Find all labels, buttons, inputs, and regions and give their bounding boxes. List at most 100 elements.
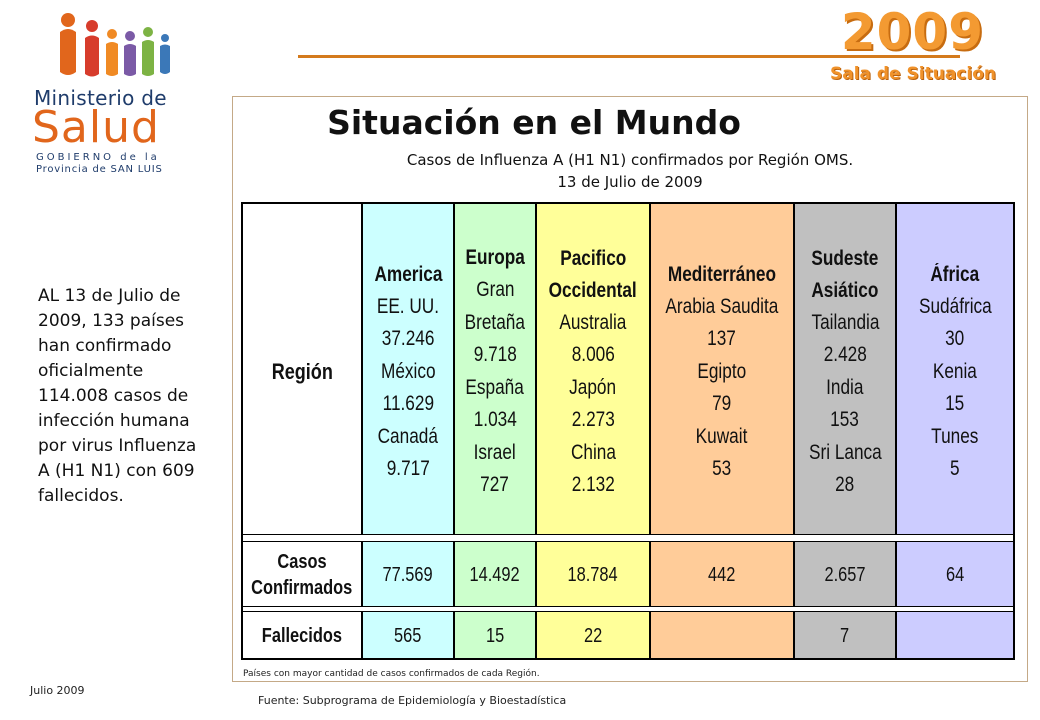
- region-country-line: 8.006: [571, 343, 615, 366]
- footer-source: Fuente: Subprograma de Epidemiología y B…: [258, 694, 567, 707]
- people-logo-icon: [60, 13, 170, 77]
- fallecidos-cell-sudeste: 7: [795, 612, 897, 658]
- region-name-line: Occidental: [548, 278, 638, 302]
- region-country-line: EE. UU.: [376, 294, 440, 318]
- region-name-line: África: [930, 262, 980, 286]
- region-name-line: Mediterráneo: [667, 262, 777, 286]
- cases-table: Región America EE. UU. 37.246 México 11.629 C…: [241, 202, 1015, 660]
- region-country-line: Bretaña: [464, 310, 526, 334]
- casos-cell-africa: 64: [897, 542, 1013, 606]
- slide-subtitle: Casos de Influenza A (H1 N1) confirmados…: [233, 149, 1027, 193]
- logo-gobierno-text: GOBIERNO de la: [36, 152, 160, 163]
- table-spacer: [243, 534, 1013, 542]
- region-cell-mediterraneo: Mediterráneo Arabia Saudita 137 Egipto 79 Kuw…: [651, 204, 795, 534]
- table-row-casos: Casos Confirmados 77.569 14.492 18.784 4…: [243, 542, 1013, 606]
- fallecidos-value: 15: [485, 624, 505, 647]
- footer-date: Julio 2009: [30, 684, 85, 697]
- casos-value: 2.657: [824, 563, 866, 586]
- region-header-label: Región: [271, 359, 333, 384]
- region-country-line: México: [380, 359, 436, 383]
- region-country-line: Sri Lanca: [808, 440, 882, 464]
- header-divider: [298, 55, 960, 58]
- region-country-line: 37.246: [381, 327, 435, 350]
- region-country-line: 2.273: [571, 408, 615, 431]
- region-country-line: Canadá: [377, 424, 439, 448]
- region-name-line: Asiático: [811, 278, 879, 302]
- casos-value: 64: [945, 563, 965, 586]
- region-country-line: Egipto: [697, 359, 747, 383]
- casos-value: 77.569: [382, 563, 434, 586]
- casos-value: 18.784: [567, 563, 619, 586]
- region-name-line: Europa: [465, 246, 525, 270]
- region-cell-pacifico: Pacifico Occidental Australia 8.006 Japón 2.2…: [537, 204, 651, 534]
- region-country-line: Israel: [473, 440, 517, 464]
- region-country-line: 9.717: [386, 457, 430, 480]
- casos-value: 442: [708, 563, 736, 586]
- fallecidos-value: 565: [394, 624, 422, 647]
- table-row-regions: Región America EE. UU. 37.246 México 11.629 C…: [243, 204, 1013, 534]
- region-name-line: Pacifico: [559, 246, 627, 270]
- fallecidos-cell-europa: 15: [455, 612, 537, 658]
- slide-title: Situación en el Mundo: [327, 103, 741, 142]
- region-country-line: Australia: [559, 310, 627, 334]
- region-name-line: America: [374, 262, 442, 286]
- subtitle-line-1: Casos de Influenza A (H1 N1) confirmados…: [406, 151, 854, 169]
- casos-cell-europa: 14.492: [455, 542, 537, 606]
- casos-label-line-1: Casos: [277, 551, 327, 573]
- region-country-line: 727: [480, 473, 510, 497]
- logo-provincia-text: Provincia de SAN LUIS: [36, 164, 163, 175]
- region-country-line: 53: [712, 457, 732, 480]
- region-cell-sudeste: Sudeste Asiático Tailandia 2.428 India 153 Sri…: [795, 204, 897, 534]
- header-subtitle: Sala de Situación: [829, 64, 996, 84]
- casos-cell-sudeste: 2.657: [795, 542, 897, 606]
- casos-value: 14.492: [469, 563, 521, 586]
- region-country-line: China: [570, 440, 616, 464]
- logo-salud-text: Salud: [32, 102, 160, 153]
- region-country-line: 2.132: [571, 473, 615, 496]
- region-country-line: 28: [835, 473, 855, 496]
- region-country-line: 153: [830, 408, 860, 431]
- ministerio-logo: Ministerio de Salud GOBIERNO de la Provi…: [30, 12, 200, 175]
- region-country-line: 9.718: [473, 343, 517, 367]
- casos-cell-mediterraneo: 442: [651, 542, 795, 606]
- fallecidos-cell-pacifico: 22: [537, 612, 651, 658]
- fallecidos-cell-africa: [897, 612, 1013, 658]
- fallecidos-cell-mediterraneo: [651, 612, 795, 658]
- header-year: 2009: [840, 3, 984, 61]
- logo-ministerio-text: Ministerio de: [34, 86, 167, 110]
- table-spacer: [243, 606, 1013, 612]
- region-country-line: Kenia: [932, 359, 978, 383]
- region-country-line: Japón: [569, 375, 617, 399]
- fallecidos-cell-america: 565: [363, 612, 455, 658]
- summary-text: AL 13 de Julio de 2009, 133 países han c…: [38, 286, 197, 506]
- region-country-line: 79: [712, 392, 732, 415]
- region-country-line: 5: [950, 457, 960, 480]
- region-country-line: Gran: [475, 278, 515, 302]
- casos-label-cell: Casos Confirmados: [243, 542, 363, 606]
- fallecidos-value: 7: [840, 624, 850, 647]
- casos-label-line-2: Confirmados: [251, 577, 353, 599]
- region-country-line: 11.629: [382, 392, 434, 415]
- table-note: Países con mayor cantidad de casos confi…: [243, 669, 540, 679]
- region-country-line: India: [826, 375, 864, 399]
- region-name-line: Sudeste: [811, 246, 879, 270]
- region-country-line: Arabia Saudita: [665, 294, 779, 318]
- region-country-line: 1.034: [473, 408, 517, 432]
- content-frame: Situación en el Mundo Casos de Influenza…: [232, 96, 1028, 682]
- region-country-line: 30: [945, 327, 965, 350]
- fallecidos-label: Fallecidos: [261, 625, 343, 647]
- region-country-line: 15: [945, 392, 965, 415]
- region-country-line: Sudáfrica: [918, 294, 992, 318]
- region-cell-europa: Europa Gran Bretaña 9.718 España 1.034 Israel 7…: [455, 204, 537, 534]
- subtitle-line-2: 13 de Julio de 2009: [557, 173, 703, 191]
- casos-cell-pacifico: 18.784: [537, 542, 651, 606]
- region-country-line: 2.428: [823, 343, 867, 366]
- region-cell-africa: África Sudáfrica 30 Kenia 15 Tunes 5: [897, 204, 1013, 534]
- table-row-fallecidos: Fallecidos 565 15 22 7: [243, 612, 1013, 658]
- region-country-line: Kuwait: [696, 424, 748, 448]
- region-cell-america: America EE. UU. 37.246 México 11.629 Canadá 9.…: [363, 204, 455, 534]
- region-header-cell: Región: [243, 204, 363, 534]
- region-country-line: 137: [707, 327, 737, 350]
- casos-cell-america: 77.569: [363, 542, 455, 606]
- fallecidos-label-cell: Fallecidos: [243, 612, 363, 658]
